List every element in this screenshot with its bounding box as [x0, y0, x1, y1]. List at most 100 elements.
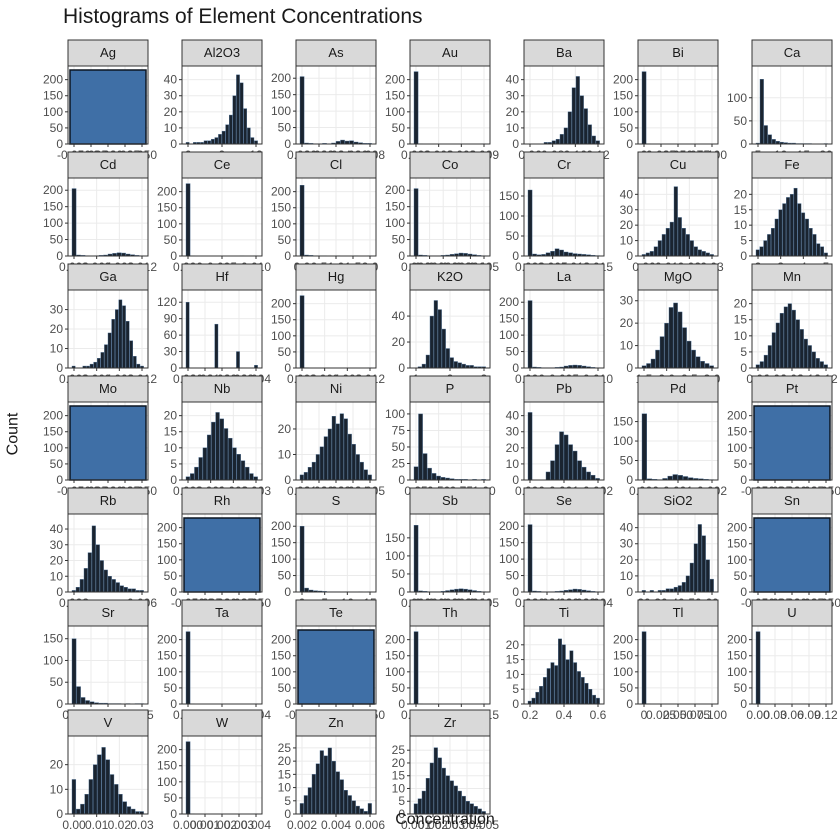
histogram-bar: [665, 228, 670, 257]
facet-strip-label: Ca: [784, 45, 801, 60]
y-tick-label: 0: [398, 585, 405, 599]
histogram-bar: [681, 228, 686, 257]
histogram-bar: [753, 405, 831, 481]
facet-strip: [751, 39, 833, 67]
histogram-bar: [704, 363, 710, 369]
histogram-bar: [653, 246, 658, 257]
histogram-bar: [219, 418, 224, 481]
y-tick-label: 40: [620, 187, 634, 201]
facet-k2o: K2O02040123: [392, 263, 491, 386]
histogram-bar: [210, 138, 215, 145]
panel-border: [295, 177, 377, 257]
histogram-bar: [584, 683, 589, 705]
x-tick-label: 0.000: [173, 818, 203, 832]
histogram-bar: [545, 471, 551, 481]
histogram-bar: [119, 585, 124, 593]
histogram-bar: [93, 361, 97, 369]
facet-strip-label: Ti: [559, 605, 569, 620]
histogram-bar: [819, 361, 824, 369]
facet-strip: [409, 487, 491, 515]
y-tick-label: 150: [727, 537, 747, 551]
histogram-bar: [335, 771, 340, 815]
histogram-bar: [673, 186, 678, 257]
histogram-bar: [299, 76, 305, 145]
y-tick-label: 15: [164, 425, 178, 439]
histogram-bar: [109, 774, 115, 815]
y-tick-label: 0: [626, 697, 633, 711]
histogram-bar: [206, 434, 212, 481]
histogram-bar: [88, 779, 93, 815]
y-tick-label: 50: [392, 440, 406, 454]
histogram-bar: [559, 431, 564, 481]
x-tick-label: 0.006: [355, 818, 385, 832]
facet-strip-label: U: [787, 605, 796, 620]
y-tick-label: 0: [626, 473, 633, 487]
histogram-bar: [104, 344, 108, 369]
y-tick-label: 30: [620, 203, 634, 217]
histogram-bar: [441, 767, 446, 815]
histogram-bar: [586, 471, 591, 481]
x-tick-label: 0.09: [797, 708, 821, 722]
y-tick-label: 50: [506, 569, 520, 583]
histogram-bar: [71, 188, 77, 257]
facet-strip-label: As: [328, 45, 344, 60]
y-tick-label: 0: [740, 585, 747, 599]
y-tick-label: 10: [278, 781, 292, 795]
histogram-bar: [339, 779, 344, 815]
histogram-bar: [433, 747, 438, 815]
y-tick-label: 50: [278, 233, 292, 247]
y-tick-label: 0: [740, 249, 747, 263]
panel-border: [181, 65, 263, 145]
y-tick-label: 150: [157, 759, 177, 773]
y-tick-label: 150: [157, 649, 177, 663]
y-tick-label: 10: [734, 218, 748, 232]
panel-border: [67, 625, 149, 705]
histogram-bar: [535, 691, 540, 705]
histogram-bar: [657, 240, 662, 257]
histogram-bar: [79, 579, 84, 593]
histogram-bar: [701, 535, 706, 593]
facet-strip-label: Rb: [100, 493, 117, 508]
histogram-bar: [808, 228, 813, 257]
y-tick-label: 150: [271, 649, 291, 663]
histogram-bar: [803, 338, 808, 369]
histogram-bar: [559, 134, 564, 145]
histogram-bar: [579, 95, 584, 145]
y-tick-label: 150: [613, 89, 633, 103]
y-tick-label: 10: [506, 457, 520, 471]
panel-border: [637, 401, 719, 481]
histogram-bar: [246, 127, 251, 145]
y-tick-label: 200: [157, 185, 177, 199]
histogram-bar: [763, 240, 768, 257]
histogram-bar: [340, 139, 345, 145]
histogram-bar: [709, 578, 714, 593]
y-tick-label: 0: [398, 697, 405, 711]
facet-strip-label: Te: [329, 605, 343, 620]
panel-border: [523, 289, 605, 369]
y-tick-label: 20: [392, 335, 406, 349]
histogram-bar: [236, 74, 240, 145]
facet-strip: [637, 151, 719, 179]
y-tick-label: 20: [278, 422, 292, 436]
y-tick-label: 150: [271, 88, 291, 102]
histogram-bar: [767, 345, 772, 369]
panel-background: [68, 178, 148, 256]
x-tick-label: 0.050: [663, 708, 693, 722]
y-tick-label: 50: [278, 681, 292, 695]
y-tick-label: 40: [392, 309, 406, 323]
histogram-bar: [592, 694, 597, 705]
histogram-bar: [236, 351, 240, 369]
y-tick-label: 0: [56, 585, 63, 599]
histogram-bar: [351, 444, 356, 481]
y-tick-label: 200: [43, 73, 63, 87]
y-tick-label: 10: [392, 781, 406, 795]
y-tick-label: 0: [626, 361, 633, 375]
facet-strip-label: K2O: [437, 269, 463, 284]
panel-border: [523, 401, 605, 481]
panel-border: [181, 289, 263, 369]
y-tick-label: 100: [613, 434, 633, 448]
